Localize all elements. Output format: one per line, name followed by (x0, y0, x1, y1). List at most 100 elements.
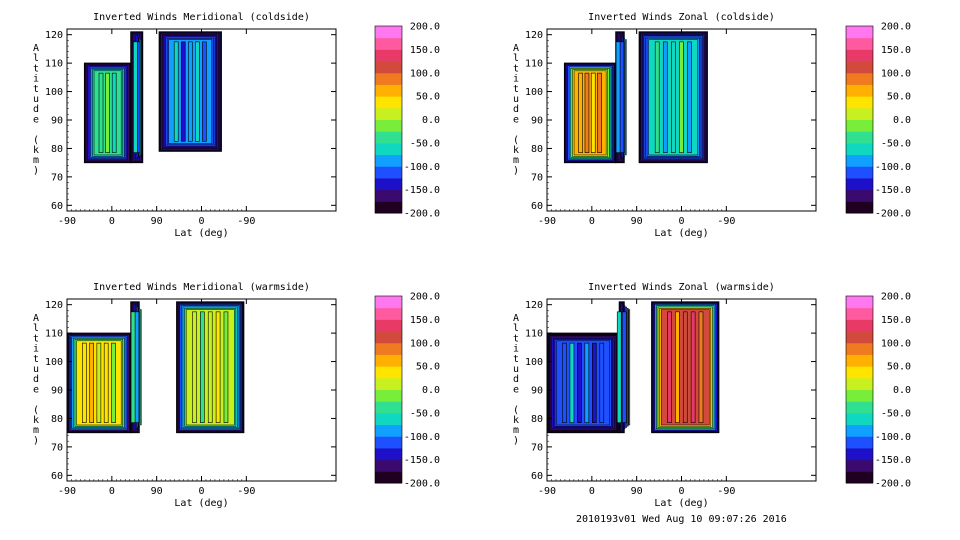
y-tick-label: 90 (531, 386, 543, 397)
x-tick-label: -90 (717, 486, 735, 497)
colorbar-swatch (846, 201, 873, 214)
colorbar-swatch (375, 307, 402, 320)
colorbar-swatch (375, 401, 402, 414)
wind-contour-strip (173, 41, 179, 142)
wind-field (83, 31, 222, 164)
y-tick-label: 90 (51, 116, 63, 127)
y-tick-label: 70 (531, 172, 543, 183)
colorbar-swatch (846, 319, 873, 332)
colorbar: 200.0 150.0 100.0 50.0 0.0 -50.0 -100.0 -150.0 -… (845, 292, 911, 490)
colorbar-tick-label: -200.0 (875, 479, 911, 490)
wind-contour-strip (670, 41, 676, 153)
colorbar-swatch (846, 49, 873, 62)
colorbar-swatch (375, 72, 402, 85)
x-tick-label: 90 (151, 486, 163, 497)
wind-contour-strip (130, 311, 136, 423)
y-tick-label: 110 (45, 329, 63, 340)
wind-contour-strip (562, 342, 567, 423)
colorbar-swatch (375, 471, 402, 484)
y-tick-label: 100 (525, 87, 543, 98)
colorbar-swatch (375, 366, 402, 379)
y-tick-label: 100 (45, 87, 63, 98)
wind-contour-strip (103, 342, 109, 423)
colorbar-swatch (846, 342, 873, 355)
colorbar-swatch (846, 166, 873, 179)
colorbar-swatch (846, 61, 873, 74)
colorbar: 200.0 150.0 100.0 50.0 0.0 -50.0 -100.0 -150.0 -… (845, 22, 911, 220)
x-tick-label: -90 (237, 216, 255, 227)
y-tick-label: 60 (51, 201, 63, 212)
x-axis-label: Lat (deg) (654, 498, 708, 509)
colorbar-tick-label: -150.0 (875, 185, 911, 196)
wind-contour-strip (215, 311, 221, 423)
wind-contour-strip (687, 41, 692, 153)
colorbar-swatch (846, 436, 873, 449)
colorbar-swatch (846, 366, 873, 379)
colorbar-swatch (846, 84, 873, 97)
y-tick-label: 120 (45, 300, 63, 311)
wind-contour-strip (81, 342, 87, 423)
colorbar-swatch (375, 424, 402, 437)
wind-contour-strip (187, 41, 193, 142)
wind-contour-strip (200, 311, 205, 423)
colorbar-frame (374, 25, 403, 214)
wind-band (140, 309, 142, 426)
colorbar-tick-label: -150.0 (875, 455, 911, 466)
colorbar-swatch (846, 142, 873, 156)
colorbar-tick-label: 200.0 (410, 292, 440, 303)
colorbar-tick-label: -50.0 (881, 138, 911, 149)
colorbar-tick-label: 50.0 (416, 362, 440, 373)
colorbar-tick-label: 0.0 (422, 115, 440, 126)
colorbar-swatch (846, 37, 873, 50)
y-tick-label: 120 (525, 300, 543, 311)
colorbar-tick-label: 50.0 (416, 92, 440, 103)
wind-contour-strip (619, 41, 625, 153)
wind-contour-strip (584, 72, 590, 153)
chart-panel-2: Inverted Winds Zonal (coldside) 60 70 80 90 1… (513, 12, 911, 239)
wind-contour-strip (577, 342, 582, 423)
x-axis-label: Lat (deg) (174, 228, 228, 239)
y-tick-label: 110 (525, 329, 543, 340)
colorbar-swatch (846, 401, 873, 414)
colorbar-tick-label: -150.0 (404, 455, 440, 466)
colorbar-tick-label: 50.0 (887, 362, 911, 373)
colorbar-tick-label: -200.0 (404, 479, 440, 490)
colorbar-swatch (375, 377, 402, 390)
colorbar-swatch (375, 354, 402, 367)
colorbar-tick-label: -50.0 (410, 408, 440, 419)
y-tick-label: 70 (51, 172, 63, 183)
wind-band (625, 39, 627, 156)
colorbar-swatch (375, 96, 402, 109)
wind-band (626, 307, 629, 427)
wind-contour-strip (96, 342, 102, 423)
wind-contour-strip (667, 311, 672, 423)
y-tick-label: 110 (525, 59, 543, 70)
colorbar-frame (374, 295, 403, 484)
wind-contour-strip (621, 311, 627, 423)
colorbar-swatch (375, 61, 402, 74)
colorbar-swatch (375, 166, 402, 179)
wind-contour-strip (207, 311, 213, 423)
wind-contour-strip (89, 342, 94, 423)
colorbar-swatch (375, 26, 402, 39)
wind-band (628, 309, 631, 426)
wind-contour-strip (111, 72, 117, 153)
wind-field (546, 301, 720, 434)
colorbar-swatch (846, 296, 873, 309)
wind-contour-strip (180, 41, 186, 142)
colorbar-swatch (375, 177, 402, 191)
wind-contour-strip (597, 72, 602, 153)
colorbar-tick-label: -100.0 (875, 162, 911, 173)
colorbar-swatch (375, 142, 402, 156)
colorbar-tick-label: 150.0 (410, 45, 440, 56)
colorbar-swatch (375, 459, 402, 472)
colorbar-swatch (375, 331, 402, 344)
colorbar-swatch (846, 189, 873, 202)
colorbar-swatch (375, 37, 402, 50)
colorbar: 200.0 150.0 100.0 50.0 0.0 -50.0 -100.0 -150.0 -… (374, 22, 440, 220)
colorbar-frame (845, 25, 874, 214)
colorbar-tick-label: 0.0 (422, 385, 440, 396)
colorbar-swatch (846, 424, 873, 437)
x-tick-label: 0 (109, 486, 115, 497)
